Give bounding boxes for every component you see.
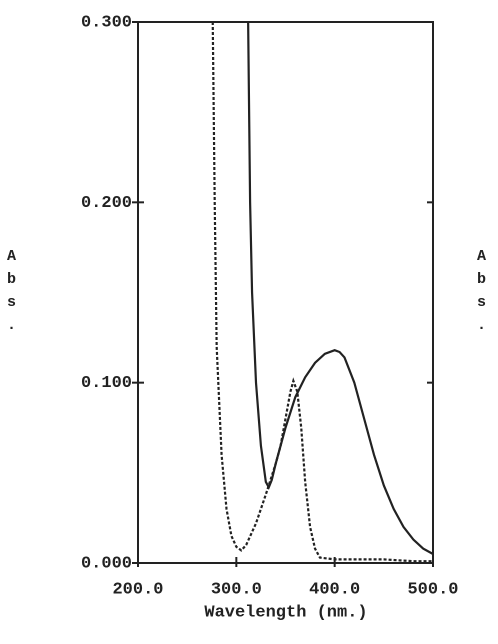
y-tick-label: 0.200 <box>81 194 132 213</box>
x-tick-label: 400.0 <box>309 580 360 599</box>
spectrum-line <box>211 21 433 563</box>
spectrum-line <box>247 21 434 555</box>
x-tick-label: 500.0 <box>407 580 458 599</box>
x-tick-label: 200.0 <box>112 580 163 599</box>
x-tick-label: 300.0 <box>211 580 262 599</box>
plot-frame <box>137 21 434 564</box>
y-tick-label: 0.300 <box>81 13 132 32</box>
x-axis-label: Wavelength (nm.) <box>204 603 367 622</box>
y-tick-label: 0.100 <box>81 374 132 393</box>
y-tick-label: 0.000 <box>81 554 132 573</box>
y-axis-label-right: Abs. <box>473 248 490 340</box>
y-axis-label: Abs. <box>3 248 20 340</box>
